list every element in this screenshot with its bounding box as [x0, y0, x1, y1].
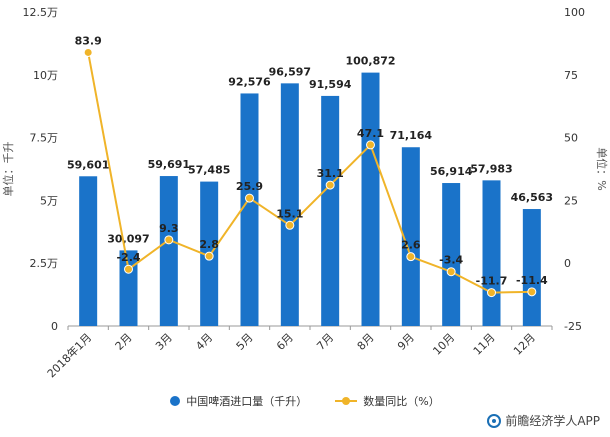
y-right-tick-label: -25 — [564, 320, 582, 333]
bar — [119, 250, 138, 326]
x-tick-label: 10月 — [430, 331, 457, 358]
bar — [79, 176, 98, 326]
legend-bar-swatch — [170, 396, 181, 406]
x-tick-label: 11月 — [471, 331, 498, 358]
y-left-tick-label: 7.5万 — [30, 132, 59, 145]
yoy-value-label: -11.7 — [476, 275, 508, 288]
bar-value-label: 91,594 — [309, 78, 352, 91]
bar-value-label: 57,983 — [470, 162, 512, 175]
bar-value-label: 56,914 — [430, 165, 473, 178]
brand-logo-icon — [487, 413, 502, 428]
brand-watermark: 前瞻经济学人APP — [487, 412, 600, 429]
yoy-value-label: 47.1 — [357, 127, 384, 140]
x-tick-label: 2018年1月 — [44, 330, 94, 380]
yoy-point — [83, 47, 93, 57]
x-tick-label: 2月 — [113, 331, 135, 353]
x-tick-label: 4月 — [193, 331, 215, 353]
x-tick-label: 5月 — [234, 331, 256, 353]
y-right-tick-label: 50 — [564, 132, 578, 145]
y-left-tick-label: 10万 — [33, 69, 58, 82]
brand-text: 前瞻经济学人APP — [505, 414, 600, 428]
bar-value-label: 100,872 — [345, 55, 395, 68]
bar — [482, 180, 501, 326]
legend-line-label: 数量同比（%） — [363, 395, 440, 408]
bar — [240, 93, 259, 326]
bar — [401, 147, 420, 326]
yoy-point — [527, 287, 537, 297]
yoy-point — [487, 288, 496, 298]
y-right-tick-label: 25 — [564, 194, 578, 207]
yoy-value-label: 15.1 — [276, 207, 303, 220]
bar-value-label: 57,485 — [188, 164, 230, 177]
x-tick-label: 7月 — [314, 331, 336, 353]
bar-value-label: 46,563 — [511, 191, 553, 204]
x-tick-label: 6月 — [274, 331, 296, 353]
y-left-tick-label: 0 — [51, 320, 58, 333]
yoy-point — [406, 252, 416, 262]
bar-value-label: 59,601 — [67, 158, 109, 171]
yoy-point — [164, 235, 174, 245]
y-right-tick-label: 75 — [564, 69, 578, 82]
legend: 中国啤酒进口量（千升） 数量同比（%） — [0, 393, 610, 409]
bar — [280, 83, 299, 327]
bar — [321, 95, 340, 327]
yoy-line — [87, 52, 532, 294]
y-right-tick-label: 100 — [564, 6, 585, 19]
yoy-point — [446, 267, 456, 277]
y-left-tick-label: 5万 — [40, 194, 58, 207]
yoy-point — [325, 180, 335, 190]
legend-item-import-volume[interactable]: 中国啤酒进口量（千升） — [170, 393, 307, 409]
bar-value-label: 71,164 — [390, 129, 433, 142]
yoy-point — [204, 251, 214, 261]
yoy-point — [285, 220, 295, 230]
yoy-value-label: 2.8 — [199, 238, 219, 251]
y-left-tick-label: 2.5万 — [30, 257, 59, 270]
x-tick-label: 12月 — [511, 331, 538, 358]
bar — [361, 72, 380, 327]
bar — [442, 183, 461, 326]
yoy-value-label: 2.6 — [401, 239, 421, 252]
bar-value-label: 59,691 — [148, 158, 190, 171]
yoy-value-label: 25.9 — [236, 180, 263, 193]
x-tick-label: 8月 — [355, 331, 377, 353]
x-tick-label: 9月 — [395, 331, 417, 353]
bar-value-label: 92,576 — [228, 75, 271, 88]
legend-bar-label: 中国啤酒进口量（千升） — [186, 395, 308, 408]
bar-value-label: 96,597 — [269, 65, 311, 78]
x-tick-label: 3月 — [153, 331, 175, 353]
yoy-value-label: 9.3 — [159, 222, 179, 235]
legend-item-yoy[interactable]: 数量同比（%） — [335, 393, 440, 409]
yoy-point — [124, 264, 133, 274]
bar-value-label: 30,097 — [107, 232, 149, 245]
y-right-axis-title: 单位：% — [595, 147, 609, 190]
y-left-axis-title: 单位：千升 — [1, 142, 15, 197]
y-left-tick-label: 12.5万 — [23, 6, 59, 19]
yoy-value-label: 31.1 — [317, 167, 344, 180]
yoy-value-label: -11.4 — [516, 274, 548, 287]
bar — [522, 209, 541, 326]
yoy-value-label: -3.4 — [439, 254, 463, 267]
yoy-point — [366, 140, 375, 150]
yoy-point — [245, 193, 254, 203]
y-right-tick-label: 0 — [564, 257, 571, 270]
yoy-value-label: 83.9 — [75, 34, 102, 47]
yoy-value-label: -2.4 — [116, 251, 140, 264]
bar — [159, 176, 178, 326]
legend-line-swatch — [335, 396, 358, 406]
